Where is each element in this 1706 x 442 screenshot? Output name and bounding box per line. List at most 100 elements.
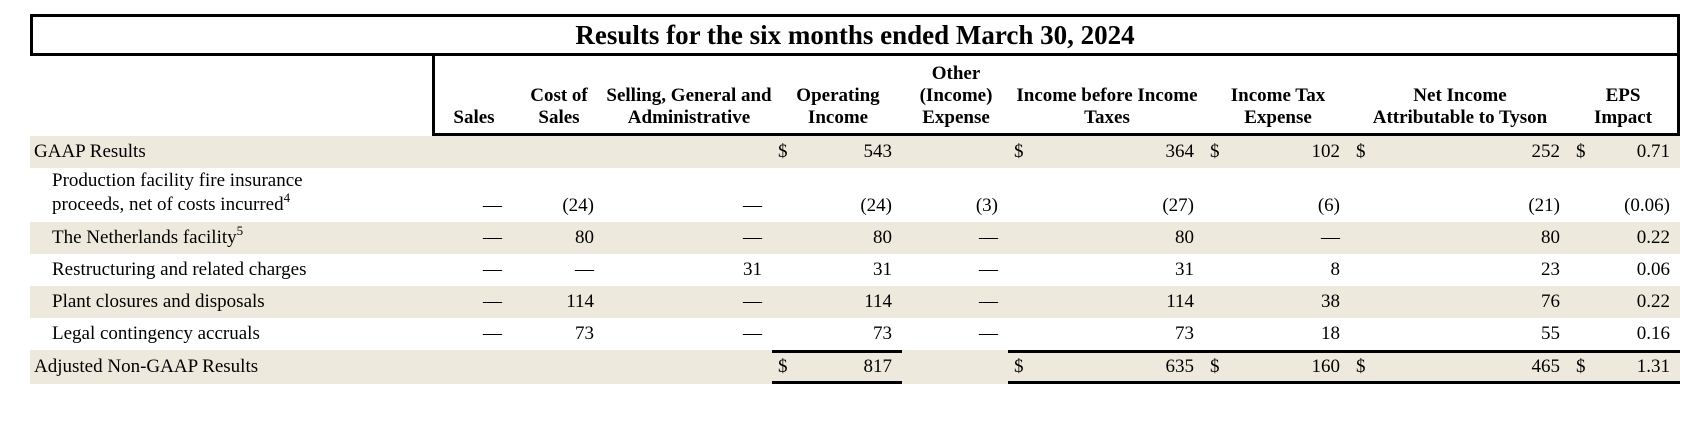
cell-value: 31 [873,259,892,280]
cell-cost-of-sales: (24) [512,168,604,222]
cell-value: 73 [575,323,594,344]
cell-value: 31 [743,259,762,280]
cell-income-tax-expense: $160 [1204,350,1350,384]
cell-net-income: 80 [1350,222,1570,254]
cell-income-before-taxes: 80 [1008,222,1204,254]
row-label: Production facility fire insurance proce… [30,168,432,222]
header-spacer [30,56,432,136]
cell-income-before-taxes: (27) [1008,168,1204,222]
dollar-sign: $ [1210,356,1220,377]
cell-value: — [483,259,502,280]
cell-value: — [743,227,762,248]
cell-net-income: $465 [1350,350,1570,384]
cell-eps-impact: 0.22 [1570,222,1680,254]
cell-cost-of-sales: — [512,254,604,286]
cell-income-before-taxes: 114 [1008,286,1204,318]
cell-other-income-expense: (3) [902,168,1008,222]
cell-cost-of-sales: 80 [512,222,604,254]
dollar-sign: $ [778,141,788,162]
cell-income-tax-expense: 38 [1204,286,1350,318]
cell-income-tax-expense: — [1204,222,1350,254]
cell-eps-impact: $1.31 [1570,350,1680,384]
row-label: Legal contingency accruals [30,318,432,350]
header-income-tax-expense: Income Tax Expense [1230,85,1326,128]
cell-value: 18 [1321,323,1340,344]
cell-operating-income: (24) [772,168,902,222]
cell-value: 0.22 [1636,291,1670,312]
cell-operating-income: 73 [772,318,902,350]
cell-sga [604,136,772,168]
cell-value: 0.16 [1636,323,1670,344]
cell-value: — [483,195,502,216]
cell-value: 80 [1175,227,1194,248]
dollar-sign: $ [1576,356,1586,377]
cell-value: 114 [1166,291,1194,312]
cell-value: 73 [1175,323,1194,344]
cell-value: (6) [1317,195,1340,216]
cell-other-income-expense [902,350,1008,384]
header-cost-of-sales: Cost of Sales [530,85,588,128]
cell-value: — [1321,227,1340,248]
cell-value: — [483,291,502,312]
cell-operating-income: $817 [772,350,902,384]
cell-cost-of-sales [512,136,604,168]
cell-value: 635 [1165,356,1195,377]
cell-value: 73 [873,323,892,344]
row-label: Restructuring and related charges [30,254,432,286]
cell-value: — [743,323,762,344]
cell-value: 8 [1330,259,1341,280]
cell-sales: — [432,318,512,350]
cell-cost-of-sales: 73 [512,318,604,350]
cell-eps-impact: 0.06 [1570,254,1680,286]
cell-net-income: $252 [1350,136,1570,168]
cell-operating-income: 80 [772,222,902,254]
cell-sga: 31 [604,254,772,286]
cell-eps-impact: (0.06) [1570,168,1680,222]
cell-income-tax-expense: (6) [1204,168,1350,222]
cell-income-before-taxes: $635 [1008,350,1204,384]
cell-sales [432,350,512,384]
cell-value: 252 [1531,141,1561,162]
row-label-text: Restructuring and related charges [52,259,307,280]
cell-value: — [979,259,998,280]
cell-value: — [979,291,998,312]
cell-sga [604,350,772,384]
footnote-superscript: 4 [283,189,291,205]
header-eps-impact: EPS Impact [1593,85,1653,128]
dollar-sign: $ [778,356,788,377]
row-fire-insurance-proceeds: Production facility fire insurance proce… [30,168,1680,222]
cell-cost-of-sales: 114 [512,286,604,318]
row-adjusted-non-gaap-results: Adjusted Non-GAAP Results $817 $635 $160… [30,350,1680,384]
cell-value: — [979,323,998,344]
dollar-sign: $ [1014,356,1024,377]
cell-income-before-taxes: 31 [1008,254,1204,286]
cell-value: (0.06) [1624,195,1670,216]
row-gaap-results: GAAP Results $543 $364 $102 $252 $0.71 [30,136,1680,168]
cell-value: 543 [863,141,893,162]
row-label-text: GAAP Results [34,141,146,162]
cell-operating-income: 31 [772,254,902,286]
cell-value: 160 [1311,356,1341,377]
cell-value: 0.71 [1636,141,1670,162]
cell-other-income-expense: — [902,254,1008,286]
cell-value: 114 [566,291,594,312]
cell-value: 80 [575,227,594,248]
row-label-text: Legal contingency accruals [52,323,260,344]
cell-net-income: 23 [1350,254,1570,286]
dollar-sign: $ [1356,141,1366,162]
cell-value: 31 [1175,259,1194,280]
cell-sales: — [432,168,512,222]
footnote-superscript: 5 [236,222,244,238]
cell-value: (21) [1528,195,1560,216]
cell-sga: — [604,168,772,222]
cell-income-before-taxes: 73 [1008,318,1204,350]
dollar-sign: $ [1014,141,1024,162]
cell-value: — [483,323,502,344]
row-label: The Netherlands facility5 [30,222,432,254]
cell-other-income-expense: — [902,222,1008,254]
dollar-sign: $ [1356,356,1366,377]
cell-operating-income: 114 [772,286,902,318]
cell-sales: — [432,222,512,254]
cell-other-income-expense: — [902,318,1008,350]
cell-net-income: (21) [1350,168,1570,222]
